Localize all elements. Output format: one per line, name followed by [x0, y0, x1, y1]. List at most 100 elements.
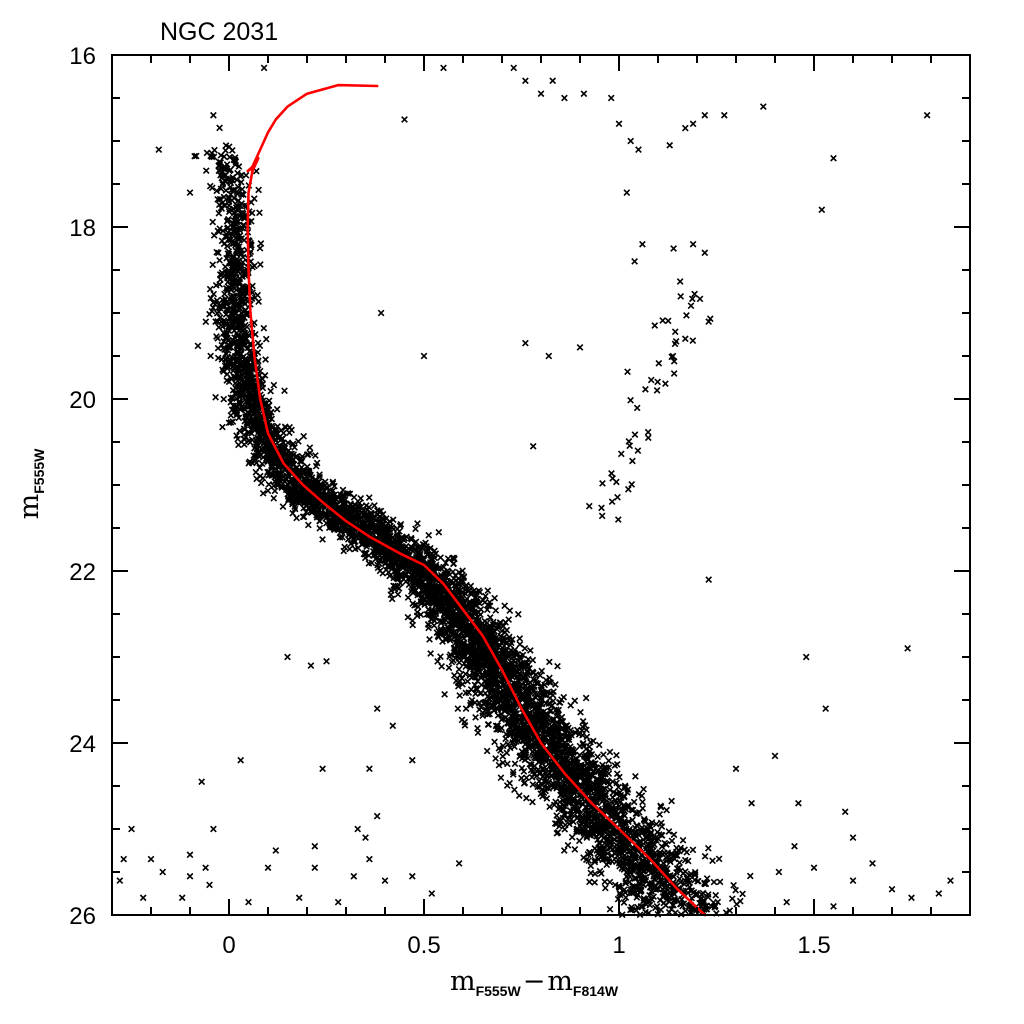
- data-point: [236, 278, 243, 286]
- data-point: [233, 190, 241, 198]
- data-point: [213, 297, 221, 304]
- data-point: [302, 508, 310, 516]
- data-point: [225, 419, 233, 427]
- data-point: [425, 581, 433, 589]
- data-point: [202, 318, 210, 326]
- data-point: [395, 560, 403, 568]
- data-point: [454, 632, 462, 639]
- data-point: [213, 309, 221, 317]
- data-point: [520, 673, 527, 681]
- data-point: [499, 648, 507, 655]
- data-point: [240, 214, 248, 222]
- data-point: [350, 529, 358, 537]
- data-point: [259, 489, 267, 497]
- data-point: [233, 202, 241, 209]
- data-point: [223, 233, 231, 240]
- data-point: [284, 497, 292, 505]
- data-point: [322, 515, 330, 522]
- data-point: [433, 629, 441, 636]
- data-point: [396, 522, 404, 530]
- data-point: [208, 149, 216, 157]
- data-point: [316, 517, 324, 525]
- data-point: [233, 329, 240, 337]
- data-point: [441, 629, 449, 637]
- data-point: [290, 460, 298, 468]
- data-point: [331, 482, 338, 490]
- data-point: [308, 501, 316, 508]
- data-point: [487, 624, 494, 632]
- data-point: [210, 290, 218, 298]
- data-point: [333, 519, 340, 526]
- data-point: [260, 324, 268, 332]
- scatter-points: [116, 64, 954, 919]
- data-point: [238, 200, 245, 207]
- data-point: [460, 574, 467, 582]
- data-point: [400, 536, 408, 544]
- data-point: [234, 217, 242, 225]
- data-point: [386, 572, 394, 580]
- data-point: [280, 429, 287, 437]
- data-point: [255, 420, 263, 428]
- data-point: [474, 595, 482, 603]
- data-point: [332, 496, 340, 504]
- data-point: [235, 373, 243, 381]
- data-point: [442, 594, 450, 602]
- data-point: [315, 488, 323, 496]
- data-point: [281, 387, 288, 395]
- data-point: [267, 408, 275, 416]
- data-point: [217, 151, 225, 159]
- data-point: [449, 630, 457, 638]
- data-point: [323, 483, 331, 491]
- data-point: [192, 152, 200, 160]
- data-point: [494, 621, 501, 629]
- data-point: [501, 602, 509, 610]
- data-point: [521, 645, 529, 652]
- data-point: [456, 614, 463, 622]
- data-point: [546, 674, 553, 682]
- data-point: [362, 502, 370, 509]
- data-point: [216, 124, 223, 132]
- data-point: [223, 350, 230, 358]
- data-point: [233, 341, 241, 349]
- data-point: [191, 152, 198, 160]
- data-point: [420, 584, 428, 591]
- data-point: [232, 247, 240, 255]
- data-point: [308, 474, 316, 481]
- data-point: [374, 564, 382, 572]
- data-point: [313, 459, 321, 467]
- data-point: [372, 555, 380, 563]
- data-point: [222, 186, 230, 194]
- data-point: [225, 378, 233, 386]
- data-point: [491, 594, 499, 602]
- data-point: [455, 659, 463, 666]
- data-point: [256, 261, 264, 268]
- data-point: [223, 242, 231, 250]
- data-point: [207, 352, 214, 360]
- data-point: [234, 183, 242, 191]
- data-point: [431, 617, 438, 625]
- data-point: [219, 366, 226, 374]
- data-point: [264, 449, 272, 457]
- data-point: [489, 624, 496, 632]
- data-point: [269, 429, 277, 437]
- data-point: [230, 302, 237, 309]
- data-point: [388, 595, 396, 603]
- data-point: [505, 616, 513, 623]
- data-point: [408, 586, 416, 593]
- data-point: [206, 285, 214, 293]
- data-point: [265, 440, 273, 447]
- data-point: [212, 393, 219, 401]
- data-point: [399, 543, 406, 550]
- data-point: [471, 642, 478, 650]
- data-point: [261, 372, 269, 379]
- data-point: [385, 537, 393, 545]
- data-point: [232, 384, 239, 392]
- data-point: [416, 590, 423, 598]
- data-point: [354, 544, 362, 552]
- data-point: [509, 664, 516, 672]
- data-point: [239, 330, 247, 338]
- data-point: [369, 513, 377, 521]
- data-point: [448, 577, 455, 585]
- data-point: [213, 187, 221, 195]
- data-point: [342, 500, 350, 508]
